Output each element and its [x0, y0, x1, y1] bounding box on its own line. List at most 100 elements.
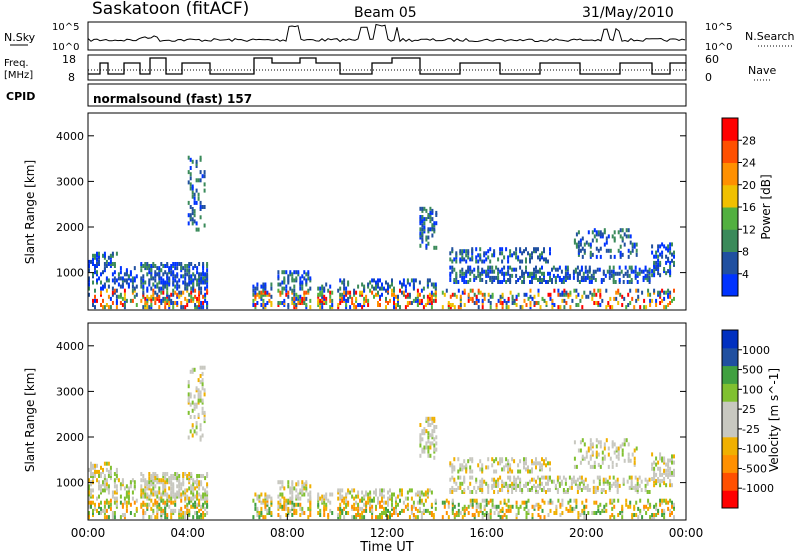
velocity-cell [156, 476, 159, 481]
power-cell [123, 305, 126, 310]
velocity-cell [291, 482, 294, 487]
velocity-colorbar-tick-label-1: 500 [742, 364, 763, 377]
cpid-text: normalsound (fast) 157 [93, 92, 252, 106]
velocity-cell [453, 504, 456, 509]
velocity-cell [201, 398, 204, 403]
power-cell [254, 286, 257, 291]
power-cell [355, 305, 358, 310]
power-cell [109, 253, 112, 258]
velocity-cell [264, 506, 267, 511]
power-cell [584, 265, 587, 270]
power-cell [642, 278, 645, 282]
velocity-cell [543, 488, 545, 492]
velocity-cell [527, 465, 529, 470]
power-cell [371, 290, 374, 295]
power-cell [196, 266, 199, 271]
power-cell [109, 262, 112, 266]
power-cell [252, 284, 255, 289]
power-cell [123, 292, 126, 297]
velocity-cell [195, 402, 198, 407]
velocity-cell [281, 480, 284, 485]
power-cell [203, 205, 206, 209]
velocity-cell [621, 442, 624, 447]
power-cell [204, 272, 207, 277]
velocity-cell [361, 498, 364, 503]
power-cell [148, 270, 151, 275]
velocity-cell [578, 483, 581, 488]
power-cell [98, 262, 100, 266]
power-cell [501, 280, 504, 284]
velocity-cell [634, 475, 637, 480]
power-cell [463, 271, 466, 276]
power-cell [202, 272, 205, 277]
power-cell [467, 267, 470, 272]
power-cell [202, 276, 205, 281]
power-cell [146, 262, 149, 266]
velocity-cell [131, 496, 134, 501]
power-cell [428, 296, 431, 301]
velocity-cell [537, 506, 540, 511]
power-cell [319, 301, 322, 305]
velocity-cell [94, 469, 96, 474]
power-cell [568, 273, 571, 278]
power-cell [119, 270, 122, 275]
power-cell [669, 269, 672, 274]
power-cell [279, 292, 282, 297]
power-cell [190, 290, 193, 295]
velocity-cell [200, 504, 203, 509]
velocity-cell [182, 472, 185, 476]
velocity-cell [603, 506, 606, 511]
velocity-cell [605, 502, 608, 507]
power-cell [431, 223, 434, 228]
power-cell [581, 246, 584, 251]
velocity-cell [121, 513, 124, 517]
velocity-cell [517, 475, 520, 480]
velocity-cell [603, 442, 606, 447]
power-cell [648, 271, 651, 276]
power-cell [200, 280, 203, 285]
power-cell [305, 305, 308, 310]
power-cell [123, 296, 126, 301]
velocity-cell [206, 490, 209, 495]
velocity-cell [663, 468, 666, 473]
velocity-cell [481, 488, 484, 492]
velocity-cell [258, 498, 261, 503]
power-cell [115, 298, 118, 303]
power-cell [199, 178, 202, 183]
velocity-cell [189, 394, 192, 399]
velocity-cell [646, 481, 649, 486]
velocity-cell [608, 485, 611, 490]
velocity-cell [90, 494, 92, 499]
velocity-cell [383, 494, 385, 499]
power-cell [425, 235, 428, 240]
velocity-cell [635, 446, 638, 451]
power-cell [455, 271, 458, 276]
velocity-cell [595, 450, 598, 455]
power-cell [537, 288, 540, 293]
power-cell [377, 290, 379, 295]
power-cell [605, 248, 608, 253]
power-cell [633, 244, 636, 249]
noise-right-tick-bottom: 10^0 [705, 42, 732, 53]
velocity-cell [199, 394, 202, 399]
power-cell [599, 246, 602, 251]
power-cell [379, 296, 381, 301]
power-cell [293, 301, 296, 305]
velocity-cell [254, 492, 257, 497]
velocity-cell [410, 496, 413, 501]
power-cell [176, 292, 179, 297]
power-cell [371, 278, 374, 283]
power-cell [541, 255, 543, 260]
velocity-cell [583, 506, 586, 511]
power-cell [475, 296, 478, 301]
power-cell [613, 254, 616, 259]
velocity-cell [578, 481, 581, 486]
power-cell [459, 251, 462, 256]
velocity-cell [203, 410, 206, 415]
velocity-cell [449, 477, 452, 482]
power-cell [419, 233, 422, 238]
velocity-cell [172, 474, 175, 478]
velocity-cell [669, 466, 672, 471]
power-cell [515, 251, 518, 256]
power-cell [509, 265, 512, 270]
